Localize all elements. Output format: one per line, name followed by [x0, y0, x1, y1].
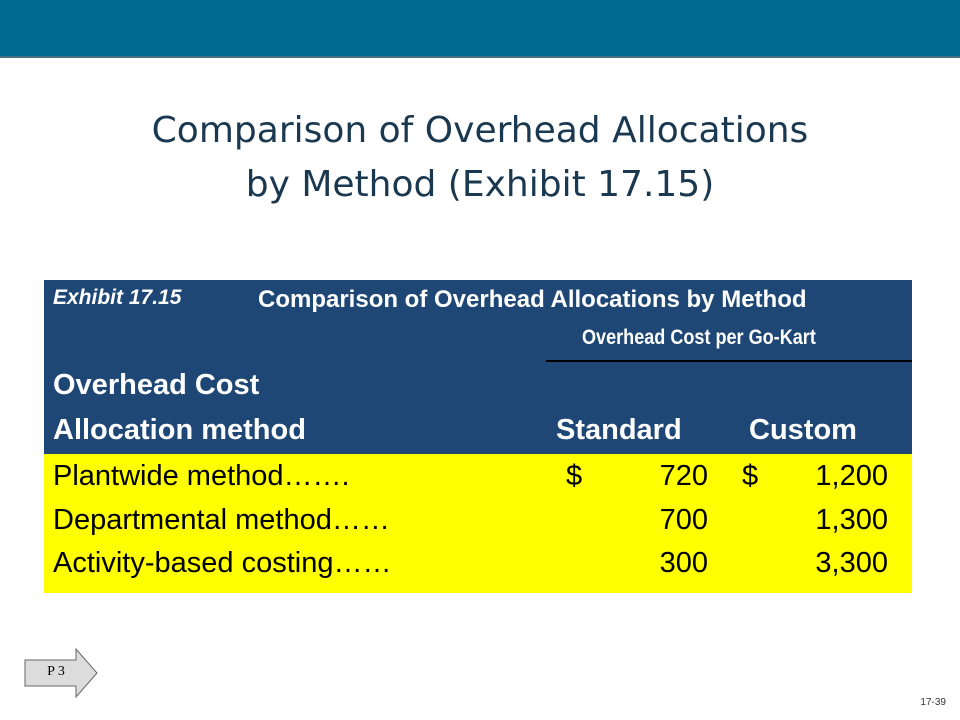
slide-title-line-2: by Method (Exhibit 17.15) — [245, 164, 715, 205]
learning-objective-tag[interactable]: P 3 — [24, 648, 98, 698]
standard-value: 700 — [659, 504, 708, 536]
column-group-header: Overhead Cost per Go-Kart — [582, 326, 816, 349]
top-banner — [0, 0, 960, 58]
exhibit-table: Exhibit 17.15 Comparison of Overhead All… — [44, 280, 912, 593]
custom-value: 3,300 — [815, 547, 888, 579]
arrow-tag-icon — [24, 648, 98, 698]
page-number: 17-39 — [920, 697, 946, 708]
custom-currency: $ — [742, 460, 759, 492]
exhibit-title: Comparison of Overhead Allocations by Me… — [258, 286, 807, 313]
standard-column-header: Standard — [556, 414, 682, 446]
exhibit-header: Exhibit 17.15 Comparison of Overhead All… — [44, 280, 912, 454]
slide-title-line-1: Comparison of Overhead Allocations — [151, 110, 809, 151]
custom-value: 1,200 — [815, 460, 888, 492]
table-row: Activity-based costing…… 300 3,300 — [44, 547, 912, 589]
table-row: Departmental method…… 700 1,300 — [44, 504, 912, 546]
tag-label: P 3 — [47, 664, 65, 679]
header-rule — [546, 360, 912, 362]
row-label: Plantwide method……. — [53, 460, 350, 492]
exhibit-label: Exhibit 17.15 — [53, 286, 182, 309]
custom-value: 1,300 — [815, 504, 888, 536]
standard-value: 720 — [659, 460, 708, 492]
exhibit-body: Plantwide method……. $ 720 $ 1,200 Depart… — [44, 454, 912, 593]
method-header-line-1: Overhead Cost — [53, 369, 260, 401]
row-label: Departmental method…… — [53, 504, 390, 536]
row-label: Activity-based costing…… — [53, 547, 392, 579]
table-row: Plantwide method……. $ 720 $ 1,200 — [44, 460, 912, 502]
method-header-line-2: Allocation method — [53, 414, 306, 446]
standard-currency: $ — [566, 460, 583, 492]
standard-value: 300 — [659, 547, 708, 579]
slide-title: Comparison of Overhead Allocations by Me… — [0, 104, 960, 212]
custom-column-header: Custom — [749, 414, 857, 446]
